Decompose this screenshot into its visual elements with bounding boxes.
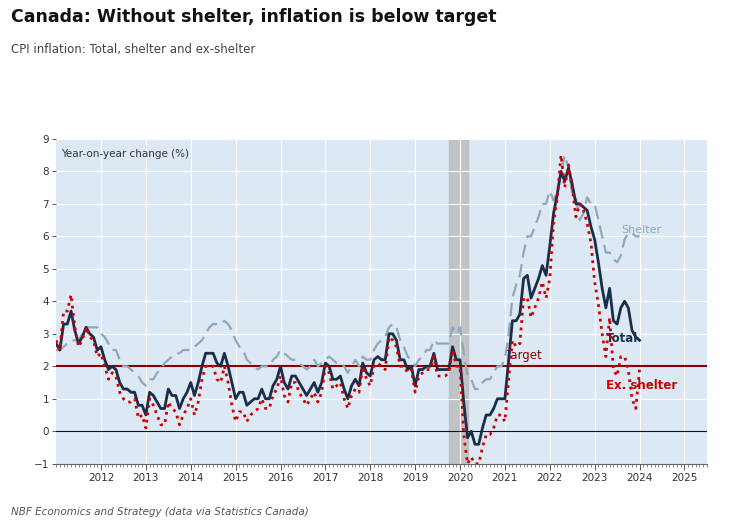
Text: CPI inflation: Total, shelter and ex-shelter: CPI inflation: Total, shelter and ex-she… <box>11 43 256 56</box>
Text: Shelter: Shelter <box>622 225 662 235</box>
Bar <box>449 139 468 464</box>
Text: Total: Total <box>606 332 638 345</box>
Text: NBF Economics and Strategy (data via Statistics Canada): NBF Economics and Strategy (data via Sta… <box>11 507 309 517</box>
Text: Year-on-year change (%): Year-on-year change (%) <box>61 149 189 159</box>
Text: Canada: Without shelter, inflation is below target: Canada: Without shelter, inflation is be… <box>11 8 497 26</box>
Text: Target: Target <box>505 350 542 363</box>
Text: Ex. shelter: Ex. shelter <box>606 379 677 391</box>
